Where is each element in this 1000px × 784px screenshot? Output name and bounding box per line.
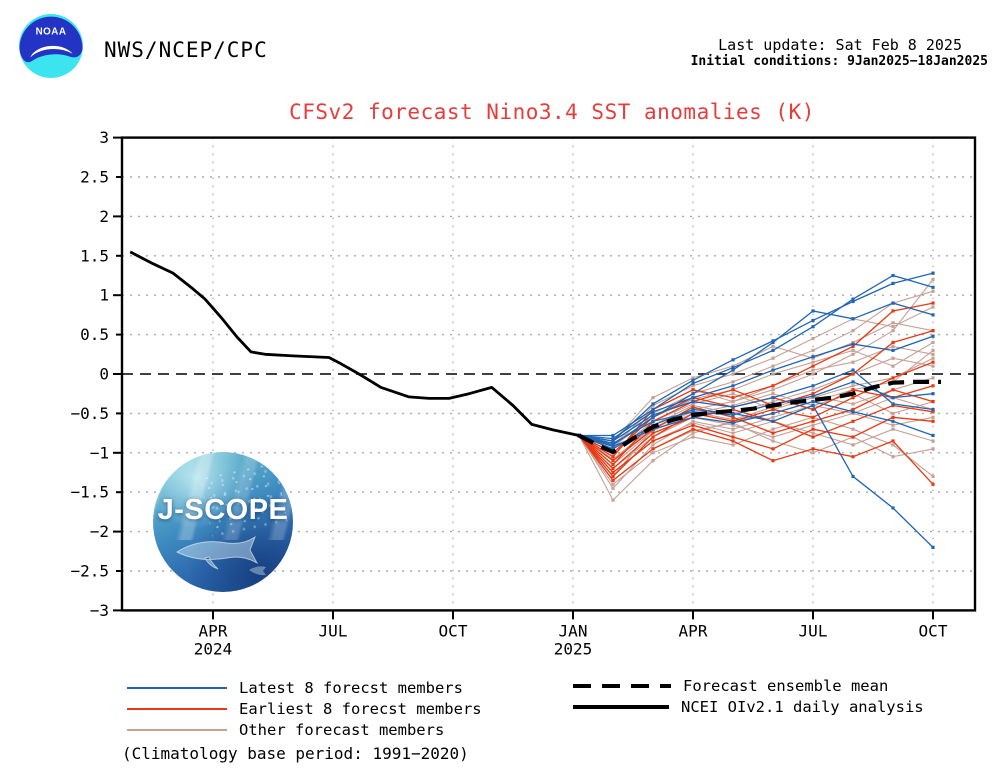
legend-mean-swatch bbox=[573, 684, 671, 688]
legend-latest-swatch bbox=[127, 687, 227, 689]
legend-other-swatch bbox=[127, 729, 227, 731]
svg-text:3: 3 bbox=[99, 128, 109, 147]
legend-mean-label: Forecast ensemble mean bbox=[683, 677, 889, 695]
observed-line bbox=[129, 250, 580, 437]
svg-text:JAN: JAN bbox=[559, 621, 588, 640]
noaa-logo: NOAA bbox=[19, 14, 83, 78]
org-title: NWS/NCEP/CPC bbox=[104, 38, 268, 62]
svg-text:−2.5: −2.5 bbox=[70, 562, 109, 581]
svg-text:APR: APR bbox=[199, 621, 228, 640]
svg-text:2025: 2025 bbox=[554, 639, 593, 658]
svg-text:1: 1 bbox=[99, 286, 109, 305]
legend-latest-row: Latest 8 forecst members bbox=[127, 679, 463, 697]
initial-conditions-text: Initial conditions: 9Jan2025−18Jan2025 bbox=[690, 54, 988, 69]
legend-earliest-label: Earliest 8 forecst members bbox=[239, 700, 482, 718]
legend-earliest-row: Earliest 8 forecst members bbox=[127, 700, 482, 718]
legend-analysis-row: NCEI OIv2.1 daily analysis bbox=[573, 698, 924, 716]
svg-text:0.5: 0.5 bbox=[80, 325, 109, 344]
climatology-note: (Climatology base period: 1991−2020) bbox=[122, 744, 469, 763]
ensemble-mean-line bbox=[578, 379, 941, 455]
noaa-logo-text: NOAA bbox=[36, 27, 67, 38]
legend-analysis-label: NCEI OIv2.1 daily analysis bbox=[681, 698, 924, 716]
jscope-logo: J-SCOPE bbox=[153, 452, 293, 592]
svg-text:1.5: 1.5 bbox=[80, 246, 109, 265]
svg-text:JUL: JUL bbox=[799, 621, 828, 640]
legend-other-row: Other forecast members bbox=[127, 721, 444, 739]
legend-other-label: Other forecast members bbox=[239, 721, 445, 739]
svg-text:−1.5: −1.5 bbox=[70, 483, 109, 502]
chart-title: CFSv2 forecast Nino3.4 SST anomalies (K) bbox=[289, 100, 815, 124]
legend-analysis-swatch bbox=[573, 705, 669, 709]
legend-mean-row: Forecast ensemble mean bbox=[573, 677, 888, 695]
legend-earliest-swatch bbox=[127, 708, 227, 710]
svg-text:2024: 2024 bbox=[194, 639, 233, 658]
svg-text:2.5: 2.5 bbox=[80, 168, 109, 187]
svg-text:−1: −1 bbox=[90, 443, 109, 462]
members-other bbox=[577, 277, 935, 502]
jscope-logo-text: J-SCOPE bbox=[157, 494, 289, 526]
legend-latest-label: Latest 8 forecst members bbox=[239, 679, 463, 697]
svg-text:OCT: OCT bbox=[439, 621, 468, 640]
svg-text:0: 0 bbox=[99, 365, 109, 384]
svg-text:2: 2 bbox=[99, 207, 109, 226]
axis-ticks-labels: 32.521.510.50−0.5−1−1.5−2−2.5−3APR2024JU… bbox=[70, 128, 947, 658]
svg-text:OCT: OCT bbox=[919, 621, 948, 640]
svg-text:−0.5: −0.5 bbox=[70, 404, 109, 423]
svg-text:−2: −2 bbox=[90, 522, 109, 541]
svg-text:JUL: JUL bbox=[319, 621, 348, 640]
svg-text:−3: −3 bbox=[90, 601, 109, 620]
svg-text:APR: APR bbox=[679, 621, 708, 640]
jscope-fish-icon bbox=[175, 535, 266, 576]
noaa-logo-bird-icon bbox=[30, 45, 73, 58]
last-update-text: Last update: Sat Feb 8 2025 bbox=[718, 36, 962, 54]
